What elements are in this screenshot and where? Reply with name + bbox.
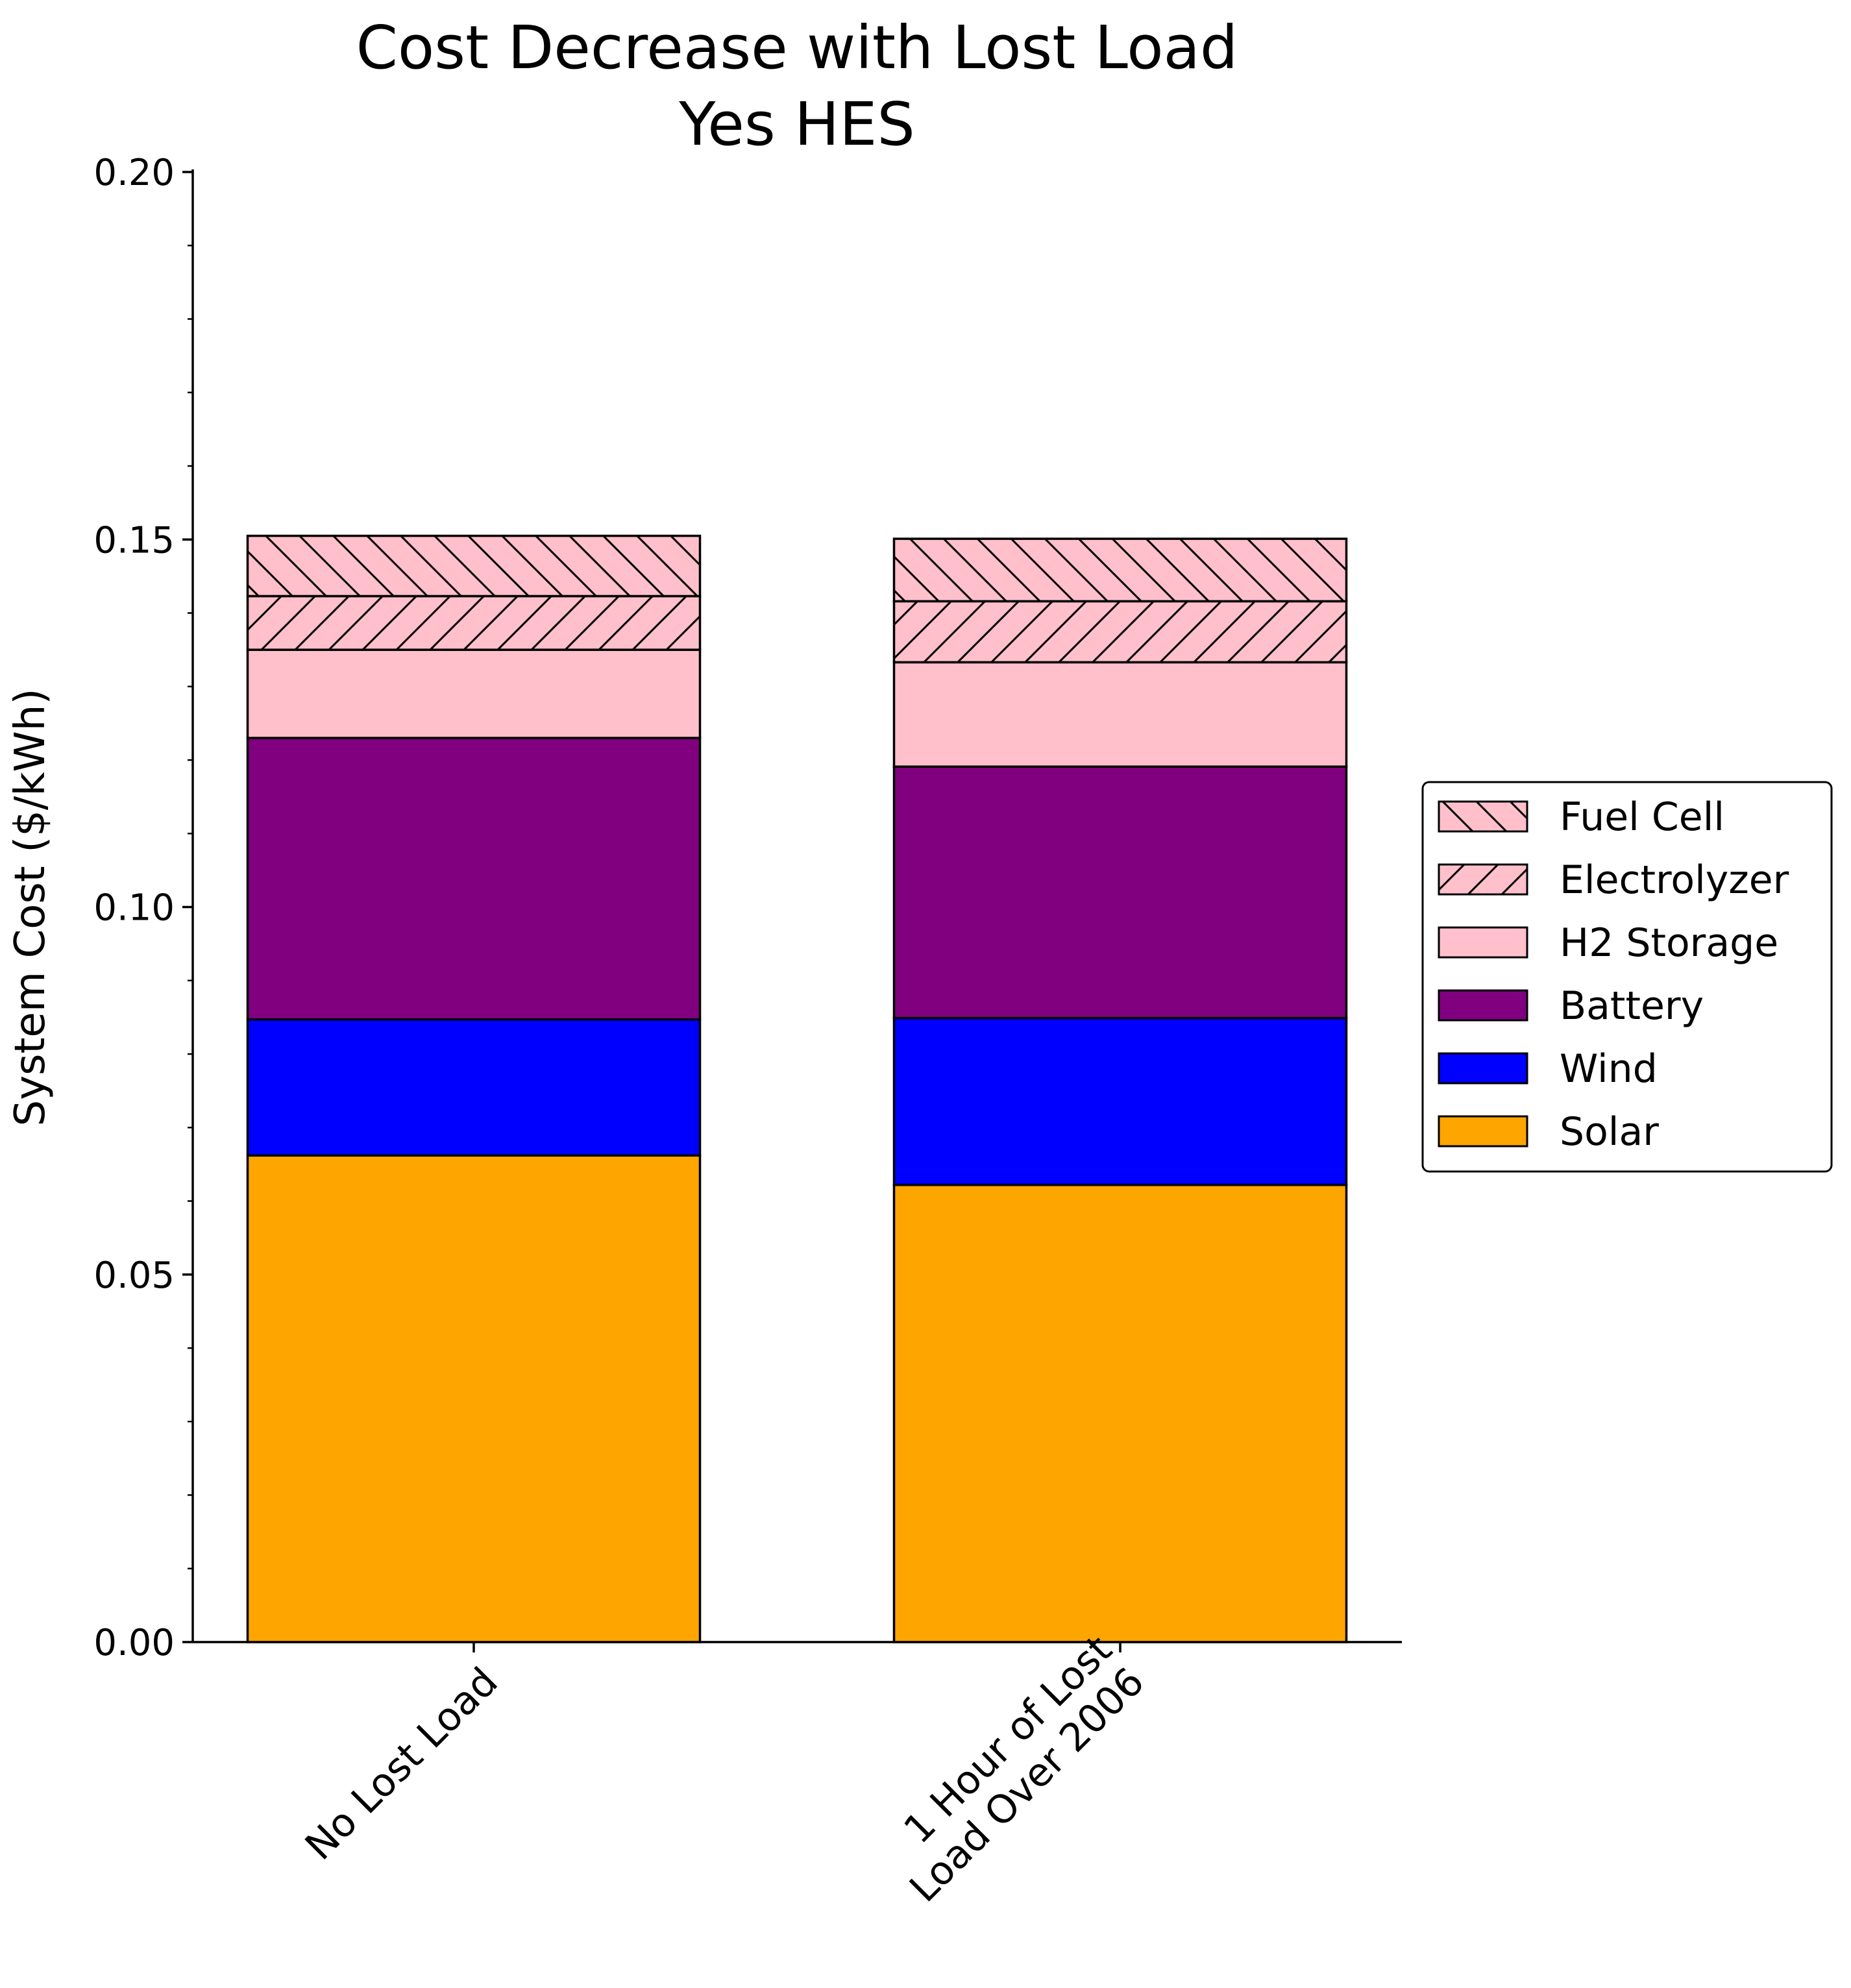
y-tick-label: 0.15 bbox=[93, 519, 175, 561]
legend-swatch-battery bbox=[1438, 989, 1528, 1022]
chart-title-line-2: Yes HES bbox=[678, 90, 914, 159]
bar-battery-1 bbox=[246, 737, 702, 1021]
y-tick-label: 0.05 bbox=[93, 1255, 175, 1297]
legend-swatch-h2-storage bbox=[1438, 926, 1528, 959]
legend-swatch-wind bbox=[1438, 1052, 1528, 1085]
y-axis-label: System Cost ($/kWh) bbox=[6, 689, 55, 1127]
bar-wind-1 bbox=[246, 1018, 702, 1157]
chart-title: Cost Decrease with Lost Load Yes HES bbox=[356, 13, 1238, 159]
bar-solar-1 bbox=[246, 1154, 702, 1643]
bar-h2-storage-1 bbox=[246, 648, 702, 739]
legend-swatch-electrolyzer bbox=[1438, 863, 1528, 896]
bar-fuel-cell-1 bbox=[246, 534, 702, 598]
y-tick-label: 0.10 bbox=[93, 887, 175, 929]
legend-label-battery: Battery bbox=[1560, 983, 1704, 1029]
bar-solar-2 bbox=[892, 1183, 1348, 1643]
bars bbox=[246, 534, 1348, 1643]
legend-label-h2-storage: H2 Storage bbox=[1560, 920, 1778, 966]
legend-label-electrolyzer: Electrolyzer bbox=[1560, 857, 1789, 903]
y-tick-label: 0.20 bbox=[93, 152, 175, 194]
bar-electrolyzer-2 bbox=[892, 600, 1348, 664]
bar-wind-2 bbox=[892, 1016, 1348, 1186]
bar-battery-2 bbox=[892, 765, 1348, 1020]
axes: 0.00 0.05 0.10 0.15 0.20 System Cost ($/kWh) bbox=[6, 152, 1402, 1664]
x-tick-label-1: No Lost Load bbox=[297, 1659, 507, 1869]
chart-title-line-1: Cost Decrease with Lost Load bbox=[356, 13, 1238, 82]
legend-swatch-fuel-cell bbox=[1438, 800, 1528, 833]
bar-electrolyzer-1 bbox=[246, 595, 702, 651]
legend: Fuel Cell Electrolyzer H2 Storage Battery Wi… bbox=[1421, 781, 1833, 1173]
legend-label-fuel-cell: Fuel Cell bbox=[1560, 794, 1724, 840]
bar-fuel-cell-2 bbox=[892, 537, 1348, 603]
legend-label-solar: Solar bbox=[1560, 1109, 1659, 1155]
legend-swatch-solar bbox=[1438, 1115, 1528, 1147]
bar-h2-storage-2 bbox=[892, 661, 1348, 768]
legend-label-wind: Wind bbox=[1560, 1046, 1658, 1092]
y-tick-label: 0.00 bbox=[93, 1622, 175, 1664]
